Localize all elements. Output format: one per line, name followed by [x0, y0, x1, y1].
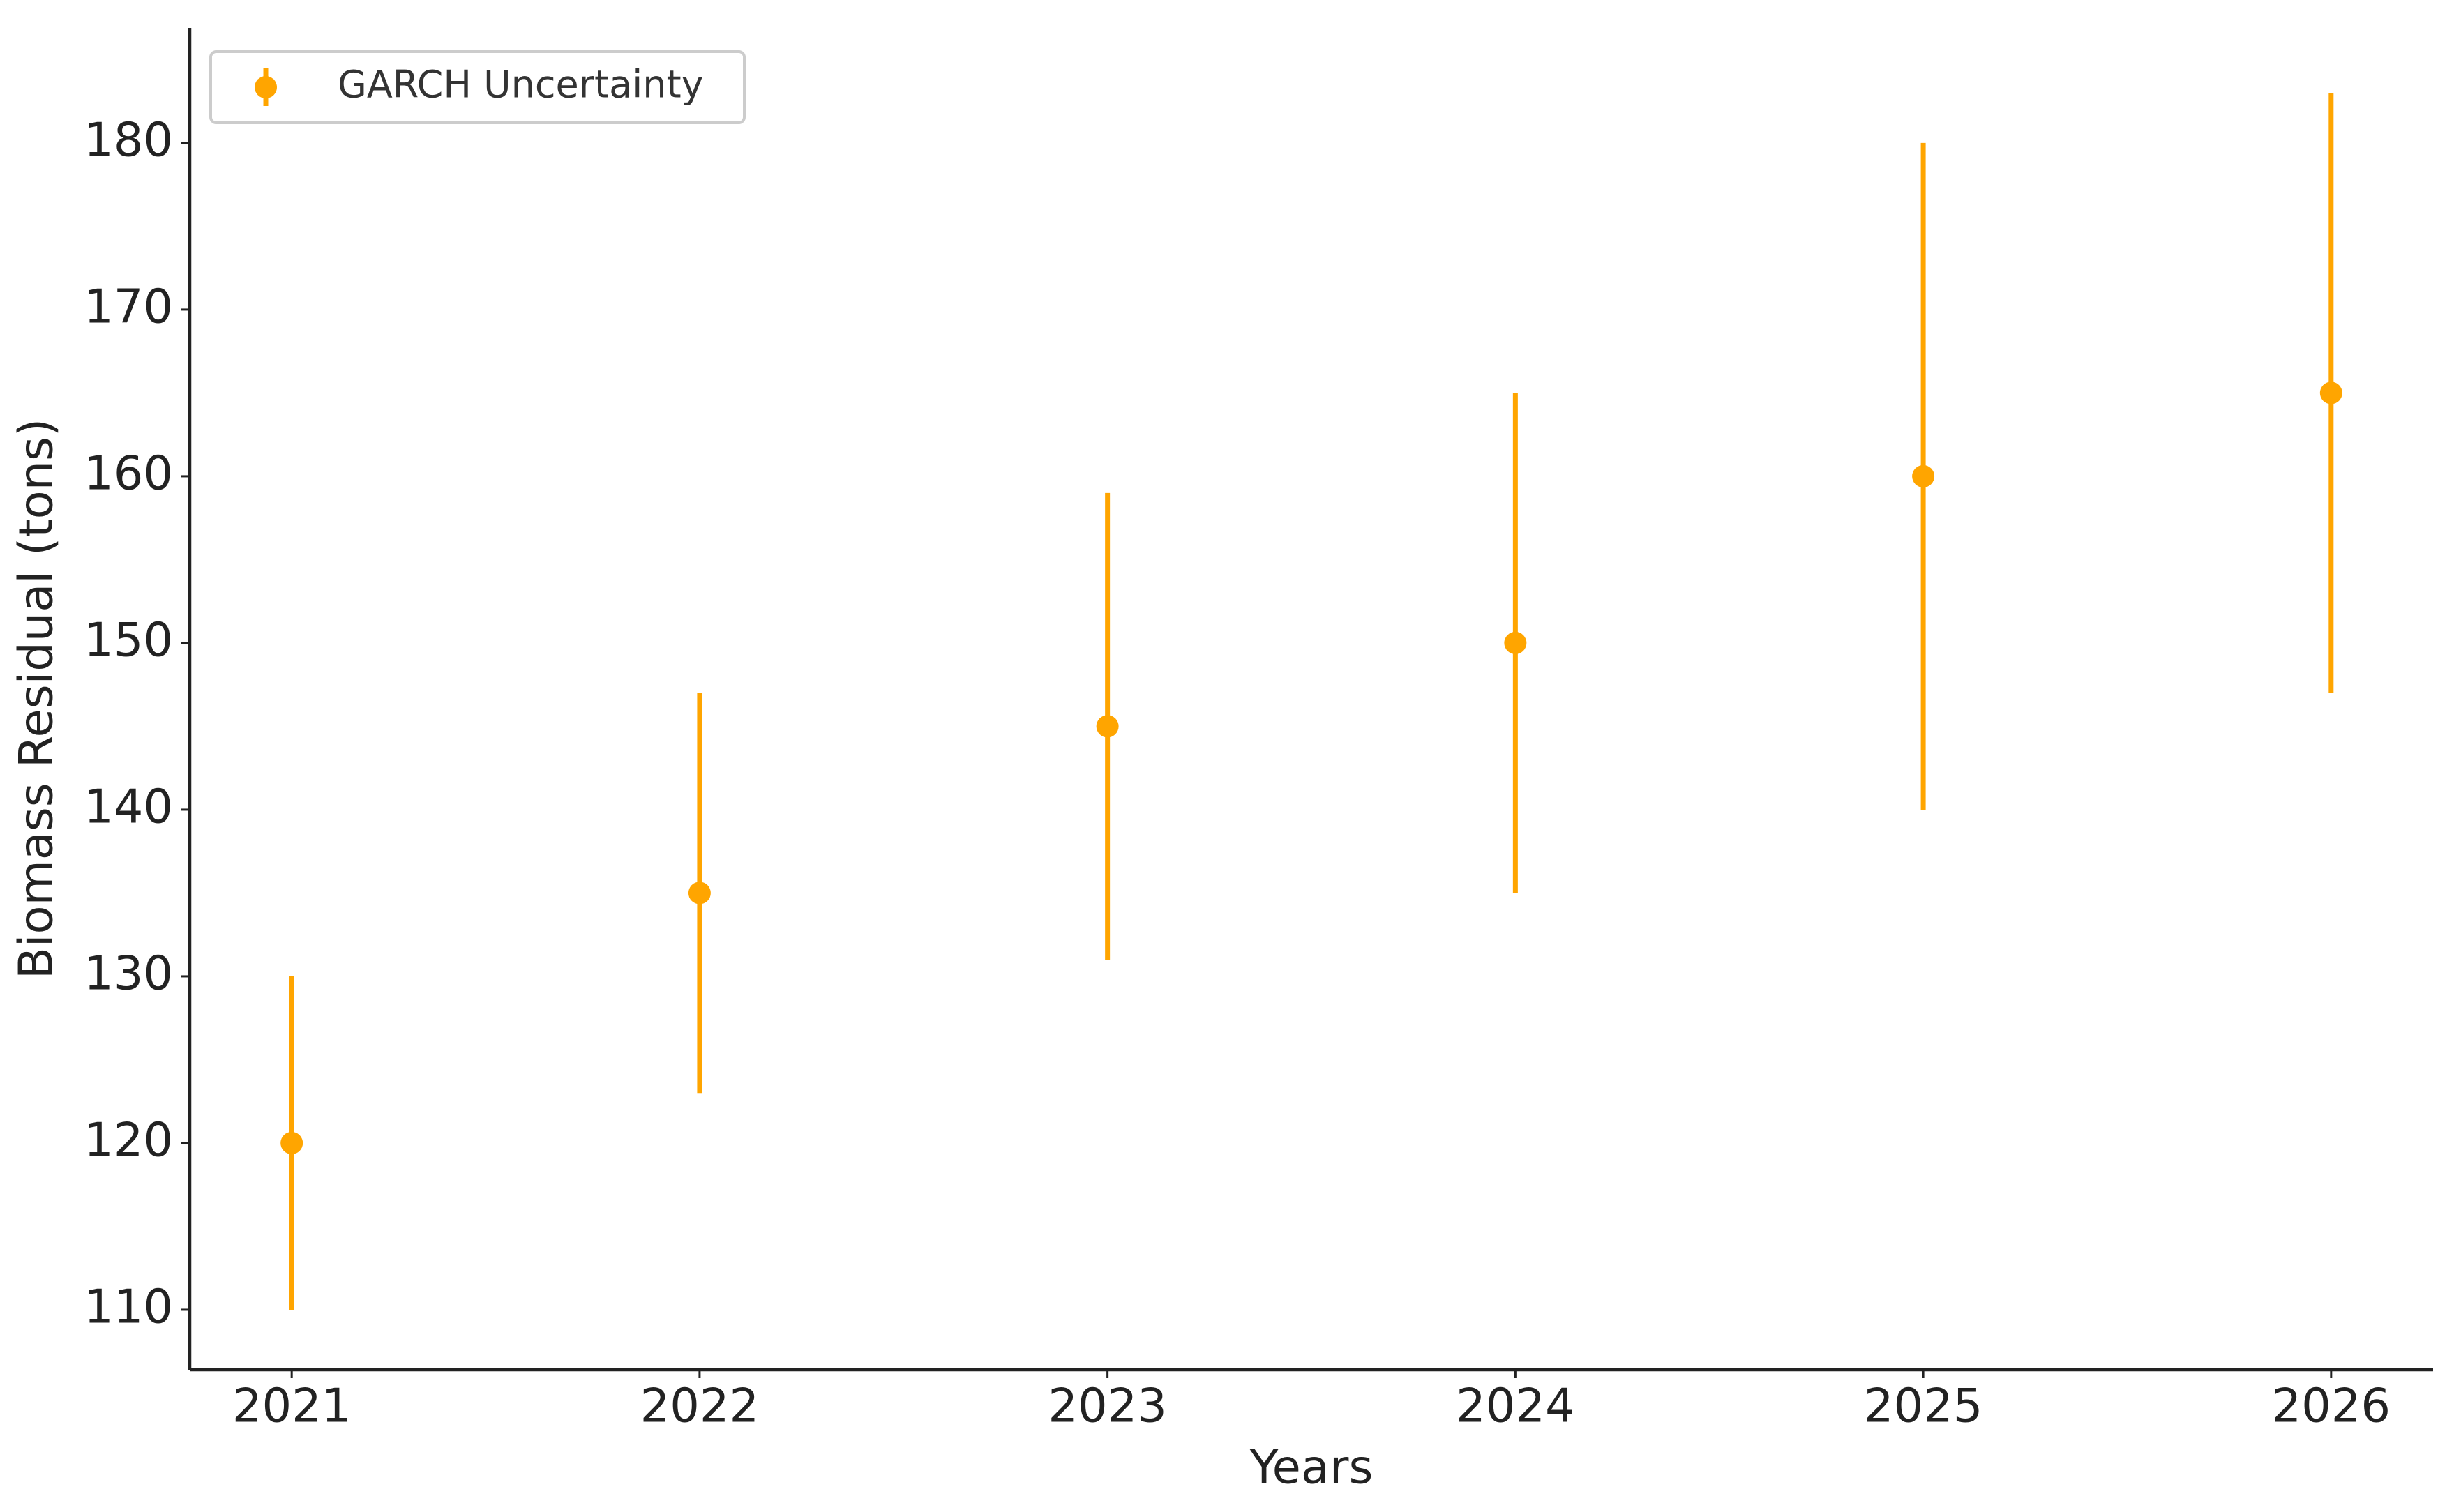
x-tick-label: 2021 — [232, 1379, 352, 1433]
point — [280, 1131, 303, 1154]
y-tick-label: 110 — [84, 1280, 173, 1334]
y-tick-label: 170 — [84, 279, 173, 333]
point — [2319, 381, 2342, 405]
y-tick-label: 150 — [84, 612, 173, 667]
x-tick-label: 2026 — [2272, 1379, 2391, 1433]
x-tick-label: 2023 — [1048, 1379, 1167, 1433]
point — [688, 882, 711, 905]
x-tick-label: 2024 — [1456, 1379, 1575, 1433]
y-tick-label: 120 — [84, 1112, 173, 1167]
point — [1912, 464, 1935, 487]
y-tick-label: 130 — [84, 946, 173, 1000]
point — [1504, 631, 1527, 654]
legend-marker — [255, 76, 277, 98]
legend-box — [209, 50, 746, 124]
x-tick-label: 2022 — [640, 1379, 760, 1433]
y-axis-label: Biomass Residual (tons) — [9, 418, 63, 979]
point — [1096, 715, 1119, 738]
y-tick-label: 160 — [84, 446, 173, 500]
y-tick-label: 180 — [84, 112, 173, 167]
legend-label: GARCH Uncertainty — [338, 63, 704, 107]
x-axis-label: Years — [1249, 1440, 1374, 1495]
x-tick-label: 2025 — [1864, 1379, 1983, 1433]
y-tick-label: 140 — [84, 779, 173, 833]
